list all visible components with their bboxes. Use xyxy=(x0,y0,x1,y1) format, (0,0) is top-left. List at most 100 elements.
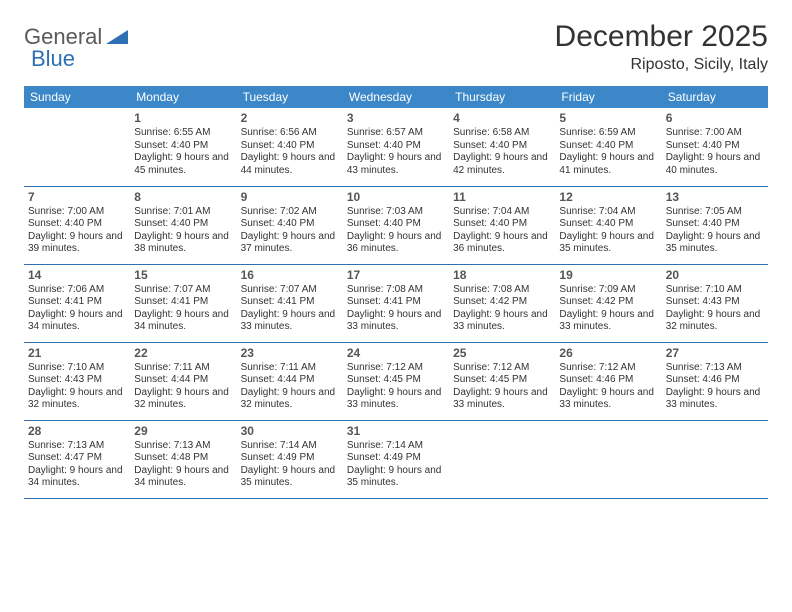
calendar-cell: 24Sunrise: 7:12 AMSunset: 4:45 PMDayligh… xyxy=(343,342,449,420)
calendar-cell: 23Sunrise: 7:11 AMSunset: 4:44 PMDayligh… xyxy=(237,342,343,420)
sunset-text: Sunset: 4:46 PM xyxy=(666,374,764,387)
day-number: 4 xyxy=(453,111,551,126)
sunrise-text: Sunrise: 7:11 AM xyxy=(241,362,339,375)
daylight-text: Daylight: 9 hours and 36 minutes. xyxy=(453,231,551,256)
sunset-text: Sunset: 4:41 PM xyxy=(347,296,445,309)
calendar-header-row: Sunday Monday Tuesday Wednesday Thursday… xyxy=(24,86,768,108)
calendar-row: 7Sunrise: 7:00 AMSunset: 4:40 PMDaylight… xyxy=(24,186,768,264)
day-number: 18 xyxy=(453,268,551,283)
day-number: 6 xyxy=(666,111,764,126)
calendar-page: General December 2025 Riposto, Sicily, I… xyxy=(0,0,792,509)
sunset-text: Sunset: 4:43 PM xyxy=(666,296,764,309)
day-number: 20 xyxy=(666,268,764,283)
daylight-text: Daylight: 9 hours and 40 minutes. xyxy=(666,152,764,177)
day-number: 9 xyxy=(241,190,339,205)
calendar-cell: 2Sunrise: 6:56 AMSunset: 4:40 PMDaylight… xyxy=(237,108,343,186)
daylight-text: Daylight: 9 hours and 45 minutes. xyxy=(134,152,232,177)
daylight-text: Daylight: 9 hours and 32 minutes. xyxy=(28,387,126,412)
calendar-cell: 14Sunrise: 7:06 AMSunset: 4:41 PMDayligh… xyxy=(24,264,130,342)
sunset-text: Sunset: 4:40 PM xyxy=(134,218,232,231)
calendar-cell: 4Sunrise: 6:58 AMSunset: 4:40 PMDaylight… xyxy=(449,108,555,186)
sunrise-text: Sunrise: 7:10 AM xyxy=(666,284,764,297)
daylight-text: Daylight: 9 hours and 36 minutes. xyxy=(347,231,445,256)
sunrise-text: Sunrise: 7:12 AM xyxy=(347,362,445,375)
daylight-text: Daylight: 9 hours and 33 minutes. xyxy=(453,309,551,334)
daylight-text: Daylight: 9 hours and 34 minutes. xyxy=(134,465,232,490)
sunrise-text: Sunrise: 7:01 AM xyxy=(134,206,232,219)
daylight-text: Daylight: 9 hours and 32 minutes. xyxy=(241,387,339,412)
calendar-cell xyxy=(449,420,555,498)
sunrise-text: Sunrise: 7:04 AM xyxy=(453,206,551,219)
sunset-text: Sunset: 4:40 PM xyxy=(347,140,445,153)
day-number: 30 xyxy=(241,424,339,439)
sunrise-text: Sunrise: 7:05 AM xyxy=(666,206,764,219)
calendar-cell: 3Sunrise: 6:57 AMSunset: 4:40 PMDaylight… xyxy=(343,108,449,186)
day-number: 23 xyxy=(241,346,339,361)
sunrise-text: Sunrise: 7:04 AM xyxy=(559,206,657,219)
day-number: 7 xyxy=(28,190,126,205)
daylight-text: Daylight: 9 hours and 32 minutes. xyxy=(666,309,764,334)
day-number: 28 xyxy=(28,424,126,439)
sunset-text: Sunset: 4:40 PM xyxy=(241,218,339,231)
daylight-text: Daylight: 9 hours and 33 minutes. xyxy=(347,309,445,334)
title-block: December 2025 Riposto, Sicily, Italy xyxy=(555,20,768,74)
calendar-cell: 30Sunrise: 7:14 AMSunset: 4:49 PMDayligh… xyxy=(237,420,343,498)
calendar-cell: 17Sunrise: 7:08 AMSunset: 4:41 PMDayligh… xyxy=(343,264,449,342)
day-number: 16 xyxy=(241,268,339,283)
daylight-text: Daylight: 9 hours and 32 minutes. xyxy=(134,387,232,412)
sunrise-text: Sunrise: 7:10 AM xyxy=(28,362,126,375)
day-number: 8 xyxy=(134,190,232,205)
sunset-text: Sunset: 4:40 PM xyxy=(666,140,764,153)
brand-triangle-icon xyxy=(106,26,128,49)
daylight-text: Daylight: 9 hours and 38 minutes. xyxy=(134,231,232,256)
day-number: 5 xyxy=(559,111,657,126)
col-thursday: Thursday xyxy=(449,86,555,108)
page-header: General December 2025 Riposto, Sicily, I… xyxy=(24,20,768,74)
daylight-text: Daylight: 9 hours and 34 minutes. xyxy=(28,465,126,490)
calendar-cell: 22Sunrise: 7:11 AMSunset: 4:44 PMDayligh… xyxy=(130,342,236,420)
sunrise-text: Sunrise: 6:56 AM xyxy=(241,127,339,140)
calendar-cell xyxy=(555,420,661,498)
calendar-cell: 10Sunrise: 7:03 AMSunset: 4:40 PMDayligh… xyxy=(343,186,449,264)
sunset-text: Sunset: 4:45 PM xyxy=(453,374,551,387)
calendar-cell xyxy=(662,420,768,498)
daylight-text: Daylight: 9 hours and 35 minutes. xyxy=(666,231,764,256)
sunset-text: Sunset: 4:49 PM xyxy=(241,452,339,465)
calendar-cell: 21Sunrise: 7:10 AMSunset: 4:43 PMDayligh… xyxy=(24,342,130,420)
col-sunday: Sunday xyxy=(24,86,130,108)
sunset-text: Sunset: 4:46 PM xyxy=(559,374,657,387)
day-number: 24 xyxy=(347,346,445,361)
calendar-cell xyxy=(24,108,130,186)
sunset-text: Sunset: 4:41 PM xyxy=(241,296,339,309)
calendar-cell: 18Sunrise: 7:08 AMSunset: 4:42 PMDayligh… xyxy=(449,264,555,342)
day-number: 26 xyxy=(559,346,657,361)
calendar-cell: 19Sunrise: 7:09 AMSunset: 4:42 PMDayligh… xyxy=(555,264,661,342)
calendar-table: Sunday Monday Tuesday Wednesday Thursday… xyxy=(24,86,768,499)
sunrise-text: Sunrise: 7:07 AM xyxy=(134,284,232,297)
sunrise-text: Sunrise: 7:08 AM xyxy=(453,284,551,297)
col-tuesday: Tuesday xyxy=(237,86,343,108)
day-number: 29 xyxy=(134,424,232,439)
calendar-body: 1Sunrise: 6:55 AMSunset: 4:40 PMDaylight… xyxy=(24,108,768,498)
calendar-cell: 7Sunrise: 7:00 AMSunset: 4:40 PMDaylight… xyxy=(24,186,130,264)
col-wednesday: Wednesday xyxy=(343,86,449,108)
sunrise-text: Sunrise: 7:14 AM xyxy=(241,440,339,453)
daylight-text: Daylight: 9 hours and 33 minutes. xyxy=(559,309,657,334)
sunrise-text: Sunrise: 6:58 AM xyxy=(453,127,551,140)
calendar-cell: 5Sunrise: 6:59 AMSunset: 4:40 PMDaylight… xyxy=(555,108,661,186)
calendar-row: 1Sunrise: 6:55 AMSunset: 4:40 PMDaylight… xyxy=(24,108,768,186)
sunrise-text: Sunrise: 7:12 AM xyxy=(559,362,657,375)
calendar-cell: 8Sunrise: 7:01 AMSunset: 4:40 PMDaylight… xyxy=(130,186,236,264)
sunset-text: Sunset: 4:40 PM xyxy=(28,218,126,231)
title-location: Riposto, Sicily, Italy xyxy=(555,56,768,74)
daylight-text: Daylight: 9 hours and 34 minutes. xyxy=(28,309,126,334)
daylight-text: Daylight: 9 hours and 41 minutes. xyxy=(559,152,657,177)
sunrise-text: Sunrise: 7:07 AM xyxy=(241,284,339,297)
sunrise-text: Sunrise: 6:55 AM xyxy=(134,127,232,140)
sunrise-text: Sunrise: 7:11 AM xyxy=(134,362,232,375)
sunrise-text: Sunrise: 7:14 AM xyxy=(347,440,445,453)
sunrise-text: Sunrise: 7:02 AM xyxy=(241,206,339,219)
calendar-cell: 26Sunrise: 7:12 AMSunset: 4:46 PMDayligh… xyxy=(555,342,661,420)
calendar-cell: 6Sunrise: 7:00 AMSunset: 4:40 PMDaylight… xyxy=(662,108,768,186)
sunset-text: Sunset: 4:43 PM xyxy=(28,374,126,387)
